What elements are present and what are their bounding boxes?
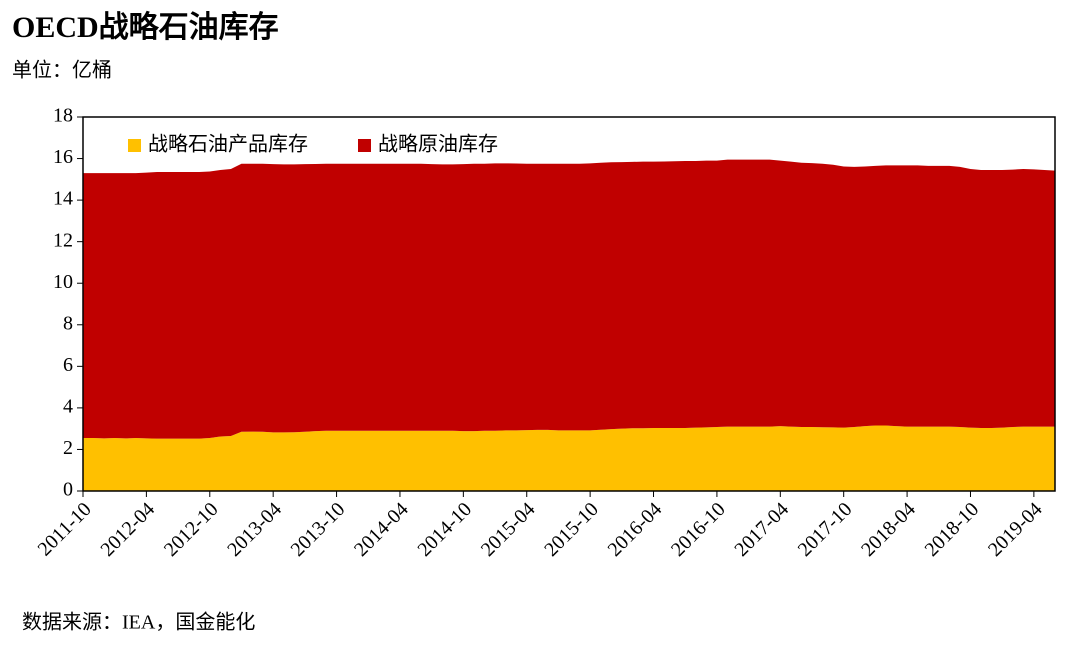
x-tick-label: 2015-10 — [540, 498, 603, 561]
x-tick-label: 2016-10 — [667, 498, 730, 561]
y-tick-label: 4 — [63, 395, 73, 417]
legend-swatch — [128, 139, 141, 152]
y-tick-label: 14 — [53, 188, 73, 210]
y-tick-label: 16 — [53, 146, 73, 168]
y-tick-label: 18 — [53, 105, 73, 127]
area — [83, 159, 1055, 439]
legend-label: 战略原油库存 — [378, 133, 498, 156]
x-tick-label: 2012-04 — [96, 498, 159, 561]
chart-title: OECD战略石油库存 — [12, 11, 279, 44]
x-tick-label: 2017-04 — [730, 498, 793, 561]
plot-frame — [82, 116, 1056, 492]
x-tick-label: 2019-04 — [984, 498, 1047, 561]
x-tick-label: 2011-10 — [34, 498, 96, 560]
y-tick-label: 0 — [63, 479, 73, 501]
subtitle: 单位：亿桶 — [12, 59, 112, 82]
legend-swatch — [358, 139, 371, 152]
x-tick-label: 2013-04 — [223, 498, 286, 561]
x-tick-label: 2017-10 — [794, 498, 857, 561]
legend-label: 战略石油产品库存 — [148, 133, 308, 156]
source: 数据来源：IEA，国金能化 — [22, 611, 255, 634]
x-tick-label: 2018-10 — [921, 498, 984, 561]
y-tick-label: 10 — [53, 271, 73, 293]
x-tick-label: 2016-04 — [604, 498, 667, 561]
area — [83, 425, 1055, 491]
y-tick-label: 8 — [63, 312, 73, 334]
x-tick-label: 2018-04 — [857, 498, 920, 561]
x-tick-label: 2012-10 — [160, 498, 223, 561]
y-tick-label: 2 — [63, 437, 73, 459]
y-tick-label: 6 — [63, 354, 73, 376]
x-tick-label: 2015-04 — [477, 498, 540, 561]
x-tick-label: 2014-04 — [350, 498, 413, 561]
x-tick-label: 2014-10 — [413, 498, 476, 561]
x-tick-label: 2013-10 — [287, 498, 350, 561]
y-tick-label: 12 — [53, 229, 73, 251]
